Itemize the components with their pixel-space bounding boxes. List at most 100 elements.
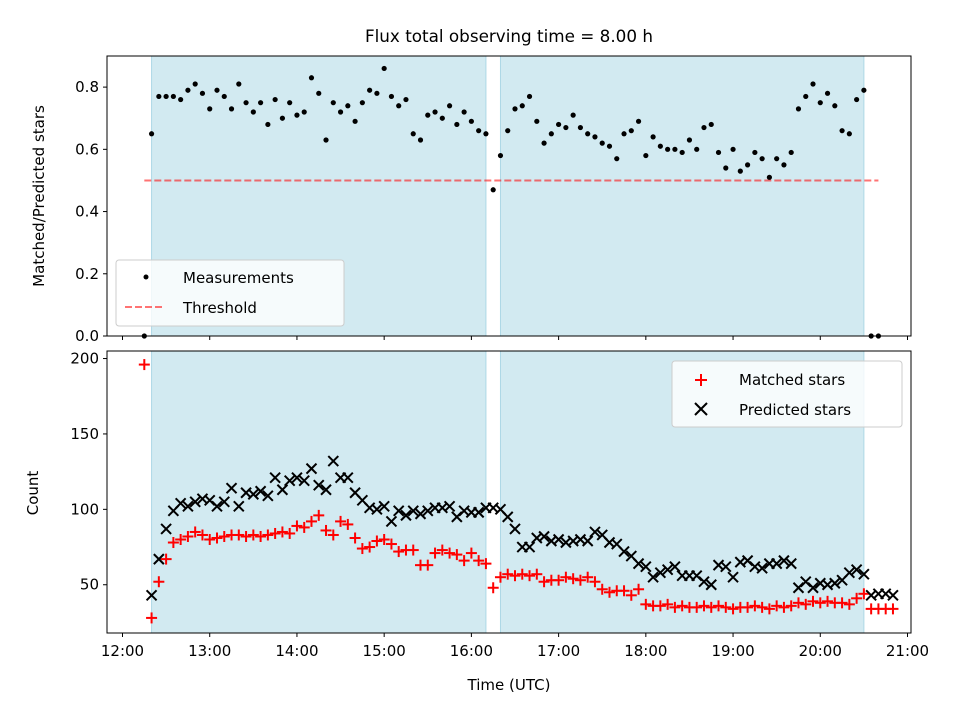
matched-stars-point — [349, 532, 361, 544]
measurement-point — [570, 112, 576, 118]
measurement-point — [672, 146, 678, 152]
measurement-point — [178, 96, 184, 103]
top-y-axis-label: Matched/Predicted stars — [30, 105, 48, 287]
top-x-axis-ticks — [122, 336, 908, 340]
measurement-point — [694, 146, 700, 152]
predicted-stars-point — [262, 490, 274, 502]
matched-stars-point — [313, 509, 325, 521]
bottom-x-axis-ticks: 12:00 13:00 14:00 15:00 16:00 17:00 18:00 19:00… — [101, 633, 929, 660]
predicted-stars-point-b — [269, 471, 281, 484]
predicted-stars-point — [313, 479, 325, 491]
matched-stars-point — [567, 573, 579, 585]
matched-stars-point — [298, 521, 310, 533]
predicted-stars-point-b — [378, 500, 390, 513]
measurement-point — [221, 93, 227, 100]
matched-stars-point — [269, 527, 281, 539]
predicted-stars-point-b — [698, 576, 710, 588]
measurement-point — [810, 81, 816, 87]
predicted-stars-point — [269, 471, 281, 484]
predicted-stars-point — [538, 530, 550, 543]
measurement-point — [250, 109, 256, 115]
predicted-stars-point — [189, 496, 201, 508]
predicted-stars-point-b — [443, 500, 456, 513]
matched-stars-point — [189, 526, 201, 538]
predicted-stars-point-b — [821, 579, 834, 591]
predicted-stars-point-b — [233, 500, 245, 513]
measurement-point — [512, 106, 518, 112]
measurement-point — [839, 128, 845, 134]
predicted-stars-point — [829, 577, 841, 589]
measurement-point — [803, 93, 809, 100]
predicted-stars-point — [785, 557, 797, 570]
predicted-stars-point — [698, 576, 710, 588]
predicted-stars-point — [153, 553, 165, 565]
predicted-stars-point-b — [523, 541, 536, 553]
predicted-stars-point-b — [320, 484, 332, 496]
predicted-stars-point-b — [865, 589, 877, 602]
predicted-stars-point-b — [291, 471, 303, 484]
xtick-label: 16:00 — [450, 642, 493, 660]
measurement-point — [505, 128, 511, 134]
predicted-stars-point-b — [531, 532, 543, 544]
measurement-point — [432, 109, 438, 115]
predicted-stars-point — [756, 562, 768, 574]
chart-title: Flux total observing time = 8.00 h — [365, 26, 653, 46]
predicted-stars-point-b — [305, 462, 318, 475]
bottom-ytick-label: 150 — [70, 425, 99, 443]
measurement-point — [148, 131, 155, 137]
predicted-stars-point-b — [800, 576, 812, 588]
predicted-stars-point-b — [189, 496, 201, 508]
measurement-point — [454, 121, 460, 128]
predicted-stars-point — [858, 568, 870, 580]
measurement-point — [599, 140, 605, 146]
top-panel: 0.00.20.40.60.8 Matched/Predicted stars … — [30, 55, 912, 345]
matched-stars-point — [516, 568, 528, 580]
predicted-stars-point — [211, 500, 223, 513]
predicted-stars-point-b — [654, 566, 667, 579]
matched-stars-point — [582, 571, 594, 583]
measurement-point — [832, 103, 838, 109]
predicted-stars-point-b — [204, 494, 216, 507]
predicted-stars-point — [233, 500, 245, 513]
measurement-point — [650, 134, 656, 140]
measurement-point — [723, 165, 729, 171]
predicted-stars-point-b — [174, 497, 187, 510]
xtick-label: 12:00 — [101, 642, 144, 660]
matched-stars-point — [371, 535, 383, 547]
measurement-point — [556, 121, 562, 128]
measurement-point — [301, 109, 307, 115]
measurement-point — [643, 152, 649, 159]
predicted-stars-point — [669, 560, 681, 573]
predicted-stars-point — [174, 497, 187, 510]
matched-stars-point — [705, 601, 717, 613]
bottom-ytick-label: 100 — [70, 500, 99, 518]
predicted-stars-point — [342, 471, 354, 484]
matched-stars-point — [153, 576, 165, 588]
predicted-stars-point-b — [640, 560, 652, 573]
predicted-stars-point — [160, 523, 172, 535]
matched-stars-point — [720, 601, 732, 613]
predicted-stars-point-b — [327, 455, 339, 467]
matched-stars-point — [385, 538, 397, 550]
predicted-stars-point — [276, 484, 289, 496]
matched-stars-point — [422, 559, 434, 571]
predicted-stars-point — [443, 500, 456, 513]
legend-measurements-label: Measurements — [183, 269, 294, 287]
predicted-stars-point — [661, 563, 674, 576]
matched-stars-point — [262, 529, 274, 541]
measurement-point — [236, 81, 242, 87]
predicted-stars-point — [552, 533, 565, 546]
predicted-stars-point-b — [407, 505, 419, 517]
measurement-point — [483, 131, 489, 137]
top-ytick-label: 0.6 — [75, 140, 99, 158]
measurement-point — [272, 96, 278, 103]
predicted-stars-point-b — [756, 562, 768, 574]
predicted-stars-point — [422, 505, 434, 517]
measurement-point — [425, 112, 431, 118]
measurement-point — [388, 93, 395, 100]
measurement-point — [708, 121, 714, 128]
measurement-point — [526, 93, 533, 100]
predicted-stars-point-b — [349, 487, 361, 499]
predicted-stars-point-b — [887, 589, 899, 602]
predicted-stars-point-b — [145, 589, 158, 602]
